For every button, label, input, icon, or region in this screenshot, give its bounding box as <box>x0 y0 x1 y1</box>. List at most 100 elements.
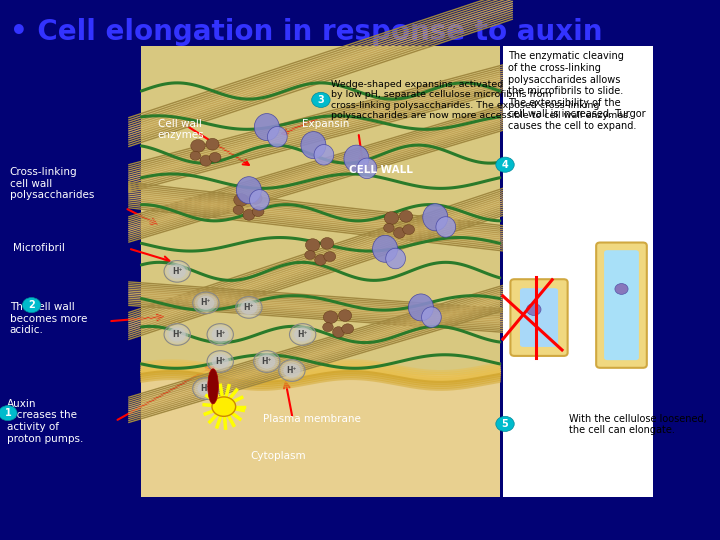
Text: With the cellulose loosened,
the cell can elongate.: With the cellulose loosened, the cell ca… <box>569 414 706 435</box>
Ellipse shape <box>301 132 326 159</box>
Text: The enzymatic cleaving
of the cross-linking
polysaccharides allows
the microfibr: The enzymatic cleaving of the cross-link… <box>508 51 646 131</box>
Ellipse shape <box>267 126 287 147</box>
Circle shape <box>207 351 233 373</box>
Circle shape <box>164 261 190 282</box>
Text: Microfibril: Microfibril <box>13 244 65 253</box>
Circle shape <box>312 92 330 107</box>
Ellipse shape <box>314 145 334 165</box>
FancyBboxPatch shape <box>596 242 647 368</box>
Circle shape <box>240 300 258 314</box>
Text: H⁺: H⁺ <box>172 267 182 276</box>
Ellipse shape <box>323 311 338 323</box>
Ellipse shape <box>250 190 269 210</box>
Text: H⁺: H⁺ <box>215 357 225 366</box>
Ellipse shape <box>526 303 541 315</box>
Circle shape <box>168 327 186 341</box>
Ellipse shape <box>236 177 261 204</box>
Circle shape <box>284 363 300 377</box>
Circle shape <box>194 380 217 398</box>
Ellipse shape <box>324 252 336 261</box>
Ellipse shape <box>615 284 628 294</box>
FancyBboxPatch shape <box>141 46 500 497</box>
Circle shape <box>212 327 229 341</box>
Ellipse shape <box>254 113 279 140</box>
FancyBboxPatch shape <box>510 279 567 356</box>
Ellipse shape <box>323 322 333 332</box>
Circle shape <box>209 352 231 370</box>
Text: H⁺: H⁺ <box>201 384 211 393</box>
Circle shape <box>166 262 189 281</box>
Text: 2: 2 <box>28 300 35 310</box>
Circle shape <box>496 157 514 172</box>
FancyBboxPatch shape <box>503 46 653 497</box>
Circle shape <box>289 323 316 345</box>
Text: Wedge-shaped expansins, activated
by low pH, separate cellulose microfibrils fro: Wedge-shaped expansins, activated by low… <box>330 80 631 120</box>
Circle shape <box>197 296 215 310</box>
Text: Expansin: Expansin <box>302 119 350 129</box>
FancyBboxPatch shape <box>604 250 639 360</box>
Ellipse shape <box>402 225 415 234</box>
Circle shape <box>197 382 215 396</box>
Ellipse shape <box>305 251 315 260</box>
Circle shape <box>279 360 305 381</box>
Ellipse shape <box>252 207 264 217</box>
Text: Cell wall
enzymes: Cell wall enzymes <box>158 119 204 140</box>
FancyBboxPatch shape <box>141 375 500 497</box>
Ellipse shape <box>315 254 326 265</box>
Ellipse shape <box>233 205 243 214</box>
Circle shape <box>168 265 186 279</box>
Text: H⁺: H⁺ <box>172 330 182 339</box>
Ellipse shape <box>423 204 448 231</box>
Ellipse shape <box>344 145 369 172</box>
Text: 3: 3 <box>318 95 324 105</box>
Text: The cell wall
becomes more
acidic.: The cell wall becomes more acidic. <box>10 302 87 335</box>
Text: • Cell elongation in response to auxin: • Cell elongation in response to auxin <box>10 18 603 46</box>
Text: H⁺: H⁺ <box>287 366 297 375</box>
Text: CELL WALL: CELL WALL <box>348 165 413 175</box>
Circle shape <box>209 325 231 343</box>
Ellipse shape <box>400 211 413 222</box>
Circle shape <box>281 361 303 380</box>
Circle shape <box>207 323 233 345</box>
Text: Cross-linking
cell wall
polysaccharides: Cross-linking cell wall polysaccharides <box>10 167 94 200</box>
Ellipse shape <box>408 294 433 321</box>
Ellipse shape <box>372 235 397 262</box>
Circle shape <box>0 406 17 421</box>
Ellipse shape <box>342 324 354 334</box>
Ellipse shape <box>200 156 212 166</box>
Circle shape <box>164 323 190 345</box>
Text: H⁺: H⁺ <box>215 330 225 339</box>
Ellipse shape <box>249 192 262 204</box>
Circle shape <box>256 352 278 370</box>
Ellipse shape <box>436 217 456 237</box>
Circle shape <box>194 294 217 312</box>
Text: Cytoplasm: Cytoplasm <box>250 451 305 461</box>
Circle shape <box>212 354 229 368</box>
Circle shape <box>253 351 280 373</box>
Ellipse shape <box>338 309 351 321</box>
Circle shape <box>166 325 189 343</box>
Ellipse shape <box>208 369 218 404</box>
Circle shape <box>212 397 235 416</box>
Text: H⁺: H⁺ <box>261 357 272 366</box>
Text: 4: 4 <box>502 160 508 170</box>
Circle shape <box>292 325 314 343</box>
Circle shape <box>193 292 219 314</box>
FancyBboxPatch shape <box>520 288 558 347</box>
Circle shape <box>258 354 275 368</box>
Ellipse shape <box>357 158 377 179</box>
Text: H⁺: H⁺ <box>297 330 308 339</box>
Ellipse shape <box>422 307 441 327</box>
Text: Auxin
increases the
activity of
proton pumps.: Auxin increases the activity of proton p… <box>6 399 83 443</box>
Ellipse shape <box>320 238 334 249</box>
Ellipse shape <box>394 227 405 238</box>
Ellipse shape <box>333 327 344 338</box>
Text: H⁺: H⁺ <box>201 299 211 307</box>
Text: H⁺: H⁺ <box>243 303 254 312</box>
Circle shape <box>496 416 514 431</box>
Circle shape <box>193 378 219 400</box>
Ellipse shape <box>305 239 320 251</box>
Ellipse shape <box>190 151 201 160</box>
Text: 5: 5 <box>502 419 508 429</box>
Text: 1: 1 <box>4 408 12 418</box>
